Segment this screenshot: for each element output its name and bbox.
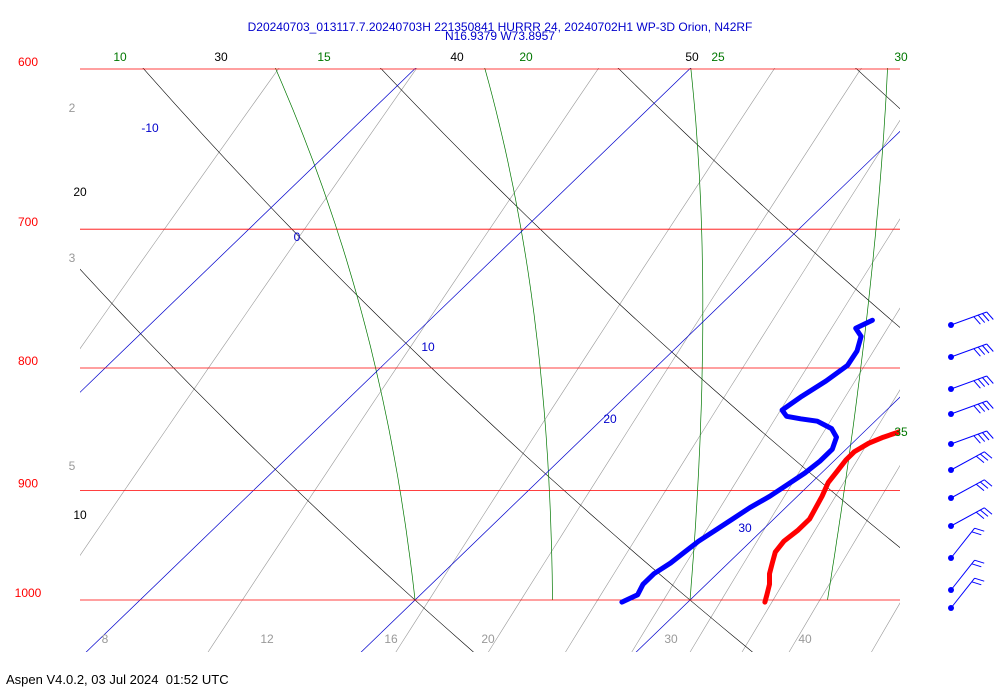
wind-barb xyxy=(948,430,994,447)
moist-adiabat-line xyxy=(965,0,1000,600)
wind-barb xyxy=(948,507,993,529)
mixing-ratio-line xyxy=(395,68,776,652)
moist-adiabat-label: 30 xyxy=(894,50,908,64)
moist-adiabat-label: 25 xyxy=(711,50,725,64)
isotherm-line xyxy=(360,130,900,652)
mixing-ratio-line xyxy=(689,307,900,652)
wind-barb xyxy=(948,451,993,473)
dry-adiabat-line xyxy=(142,68,753,652)
chart-subtitle: N16.9379 W73.8957 xyxy=(445,29,555,43)
mixing-ratio-label: 12 xyxy=(260,632,274,646)
wind-barb xyxy=(948,527,985,561)
mixing-ratio-line xyxy=(741,389,900,652)
mixing-ratio-line xyxy=(871,602,900,652)
dry-adiabat-line xyxy=(380,68,900,549)
mixing-ratio-line xyxy=(565,119,900,652)
mixing-ratio-line xyxy=(80,68,418,557)
moist-adiabat-label: 15 xyxy=(317,50,331,64)
pressure-label: 700 xyxy=(18,215,38,229)
dry-adiabat-label: 30 xyxy=(214,50,228,64)
moist-adiabat-label: 35 xyxy=(894,425,908,439)
dewpoint-profile xyxy=(619,317,875,605)
mixing-ratio-line xyxy=(631,218,900,652)
moist-adiabat-line xyxy=(689,68,704,601)
wind-barb xyxy=(948,479,993,501)
sounding-profiles xyxy=(619,317,900,605)
moist-adiabat-line xyxy=(827,68,888,601)
wind-barb xyxy=(948,577,985,611)
dry-adiabat-label: 20 xyxy=(73,185,87,199)
wind-barbs xyxy=(948,311,994,611)
mixing-ratio-line xyxy=(958,0,1000,680)
mixing-ratio-line xyxy=(926,0,1000,680)
chart-title: D20240703_013117.7.20240703H 221350841 H… xyxy=(248,20,753,34)
mixing-ratio-label: 5 xyxy=(69,459,76,473)
mixing-ratio-line xyxy=(788,464,900,652)
pressure-label: 900 xyxy=(18,477,38,491)
temperature-profile xyxy=(762,428,900,605)
mixing-ratio-label: 40 xyxy=(798,632,812,646)
isotherm-line xyxy=(635,396,900,652)
mixing-ratio-line xyxy=(207,68,600,652)
mixing-ratio-label: 30 xyxy=(664,632,678,646)
mixing-ratio-label: 2 xyxy=(69,101,76,115)
dry-adiabat-line xyxy=(80,268,474,652)
isotherm-line xyxy=(863,0,1000,699)
isotherm-label: 10 xyxy=(421,340,435,354)
pressure-label: 800 xyxy=(18,354,38,368)
wind-barb xyxy=(948,375,994,392)
wind-barb xyxy=(948,559,985,593)
dry-adiabat-label: 50 xyxy=(685,50,699,64)
moist-adiabat-line xyxy=(274,68,416,601)
mixing-ratio-line xyxy=(488,68,862,652)
pressure-label: 1000 xyxy=(15,586,42,600)
mixing-ratio-label: 8 xyxy=(102,632,109,646)
dry-adiabat-line xyxy=(993,0,1000,680)
mixing-ratio-label: 3 xyxy=(69,251,76,265)
isotherm-label: 0 xyxy=(294,230,301,244)
wind-barb xyxy=(948,311,994,328)
isotherm-label: 30 xyxy=(738,521,752,535)
dry-adiabat-label: 10 xyxy=(73,508,87,522)
mixing-ratio-line xyxy=(80,68,280,350)
footer-version: Aspen V4.0.2, 03 Jul 2024 01:52 UTC xyxy=(6,672,229,687)
dry-adiabat-line xyxy=(855,68,900,110)
mixing-ratio-label: 16 xyxy=(384,632,398,646)
dry-adiabat-label: 40 xyxy=(450,50,464,64)
isotherm-line xyxy=(85,68,692,652)
moist-adiabat-label: 10 xyxy=(113,50,127,64)
isotherm-label: -10 xyxy=(141,121,159,135)
moist-adiabat-label: 20 xyxy=(519,50,533,64)
dry-adiabat-line xyxy=(617,68,900,328)
wind-barb xyxy=(948,343,994,360)
isobar-lines xyxy=(80,68,900,601)
isotherm-label: 20 xyxy=(603,412,617,426)
wind-barb xyxy=(948,400,994,417)
isotherm-line xyxy=(80,68,417,393)
moist-adiabat-line xyxy=(484,68,553,601)
pressure-label: 600 xyxy=(18,55,38,69)
mixing-ratio-label: 20 xyxy=(481,632,495,646)
